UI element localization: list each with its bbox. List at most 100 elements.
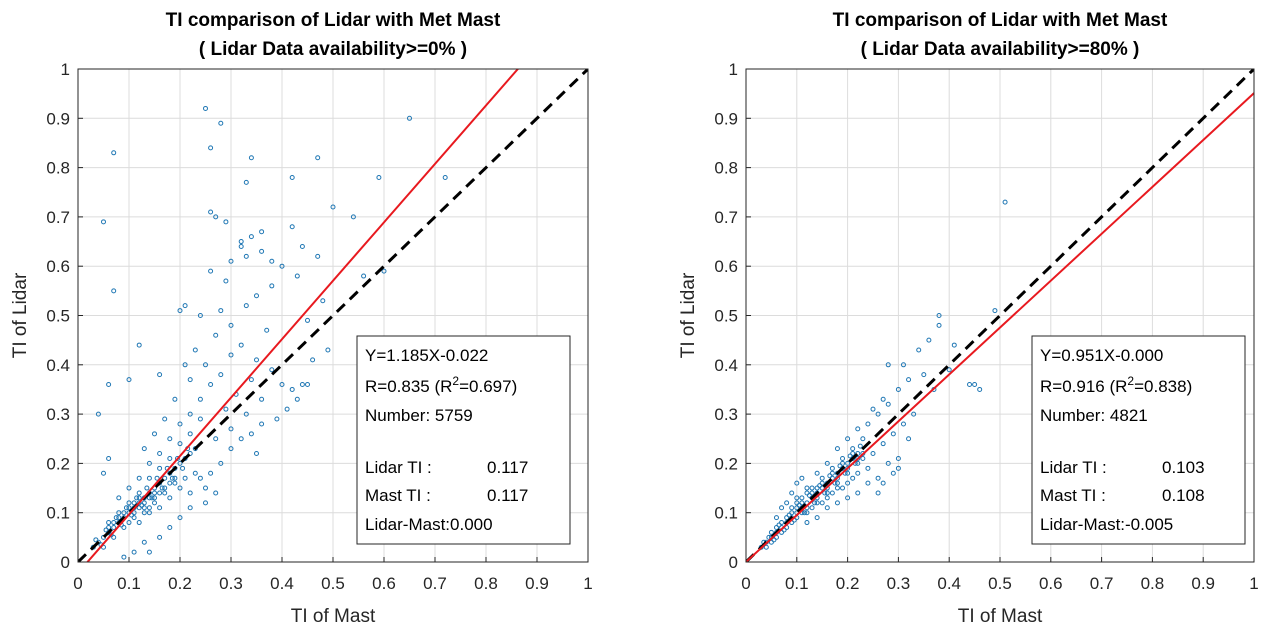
scatter-point (187, 490, 193, 496)
scatter-point (218, 120, 224, 126)
scatter-point (254, 357, 259, 363)
scatter-point (926, 337, 932, 343)
scatter-point (203, 485, 208, 491)
scatter-point (845, 460, 851, 466)
scatter-point (106, 455, 112, 461)
stats-mast-label: Mast TI : (365, 486, 431, 505)
scatter-point (162, 485, 168, 491)
y-tick-label: 1 (729, 60, 738, 79)
scatter-point (284, 406, 290, 412)
scatter-point (152, 490, 157, 496)
scatter-point (807, 492, 812, 498)
reference-line (78, 69, 588, 562)
x-tick-label: 0.5 (988, 574, 1012, 593)
scatter-point (238, 239, 244, 245)
scatter-point (845, 470, 851, 476)
scatter-point (126, 505, 132, 511)
scatter-point (799, 495, 805, 501)
scatter-point (376, 174, 382, 180)
scatter-point (289, 174, 295, 180)
scatter-point (106, 382, 112, 388)
scatter-point (936, 313, 942, 318)
scatter-point (911, 411, 917, 417)
x-tick-label: 0 (73, 574, 82, 593)
scatter-point (895, 465, 901, 471)
scatter-point (136, 495, 142, 501)
scatter-point (126, 485, 132, 491)
scatter-point (136, 505, 142, 511)
scatter-point (172, 475, 178, 481)
scatter-point (890, 431, 896, 437)
scatter-point (885, 401, 891, 407)
scatter-point (172, 480, 178, 486)
scatter-point (187, 377, 193, 383)
scatter-point (131, 510, 137, 516)
scatter-point (208, 145, 214, 151)
scatter-point (951, 342, 957, 348)
scatter-point (801, 510, 807, 516)
scatter-point (141, 446, 147, 452)
scatter-point (238, 436, 244, 442)
y-tick-label: 0.8 (714, 159, 738, 178)
scatter-point (238, 342, 244, 348)
scatter-point (855, 470, 861, 476)
scatter-point (259, 248, 265, 254)
scatter-point (177, 515, 183, 521)
scatter-point (325, 347, 331, 353)
y-tick-label: 0.6 (46, 257, 70, 276)
chart-title: TI comparison of Lidar with Met Mast (833, 10, 1168, 31)
y-tick-label: 0 (729, 553, 738, 572)
scatter-point (146, 495, 152, 501)
scatter-point (167, 480, 173, 486)
scatter-point (146, 475, 152, 481)
scatter-point (259, 396, 265, 402)
scatter-point (768, 539, 774, 545)
scatter-point (167, 524, 173, 530)
scatter-point (149, 495, 155, 501)
x-tick-label: 0.8 (1141, 574, 1165, 593)
scatter-point (784, 515, 790, 521)
stats-r-prefix: R=0.916 (R (1040, 377, 1127, 396)
scatter-point (799, 500, 805, 506)
y-tick-label: 0.3 (46, 405, 70, 424)
scatter-point (213, 332, 219, 338)
stats-box (356, 335, 571, 545)
scatter-point (213, 436, 219, 442)
scatter-point (152, 500, 157, 506)
y-tick-label: 0.4 (714, 356, 738, 375)
y-tick-label: 0.6 (714, 257, 738, 276)
y-tick-label: 0.2 (714, 454, 738, 473)
scatter-point (141, 500, 147, 506)
scatter-point (134, 495, 140, 501)
y-tick-label: 0.7 (46, 208, 70, 227)
scatter-point (174, 455, 180, 461)
scatter-point (103, 527, 109, 533)
scatter-point (865, 480, 871, 486)
scatter-point (274, 416, 280, 422)
scatter-point (126, 500, 132, 506)
scatter-point (152, 431, 157, 437)
scatter-point (243, 179, 249, 185)
scatter-point (771, 537, 777, 543)
scatter-point (946, 367, 952, 373)
scatter-point (192, 347, 198, 353)
scatter-point (167, 495, 173, 501)
scatter-point (197, 396, 203, 402)
scatter-point (845, 465, 851, 471)
scatter-point (895, 455, 901, 461)
scatter-point (860, 455, 866, 461)
scatter-point (794, 495, 800, 501)
scatter-point (141, 510, 147, 516)
scatter-point (108, 532, 114, 538)
scatter-point (900, 421, 906, 427)
y-tick-label: 0.5 (46, 307, 70, 326)
scatter-point (144, 485, 150, 491)
scatter-point (146, 505, 152, 511)
scatter-point (167, 436, 173, 442)
scatter-point (152, 495, 157, 501)
scatter-point (177, 441, 183, 447)
scatter-point (248, 234, 254, 240)
scatter-point (824, 495, 830, 501)
scatter-point (845, 480, 851, 486)
